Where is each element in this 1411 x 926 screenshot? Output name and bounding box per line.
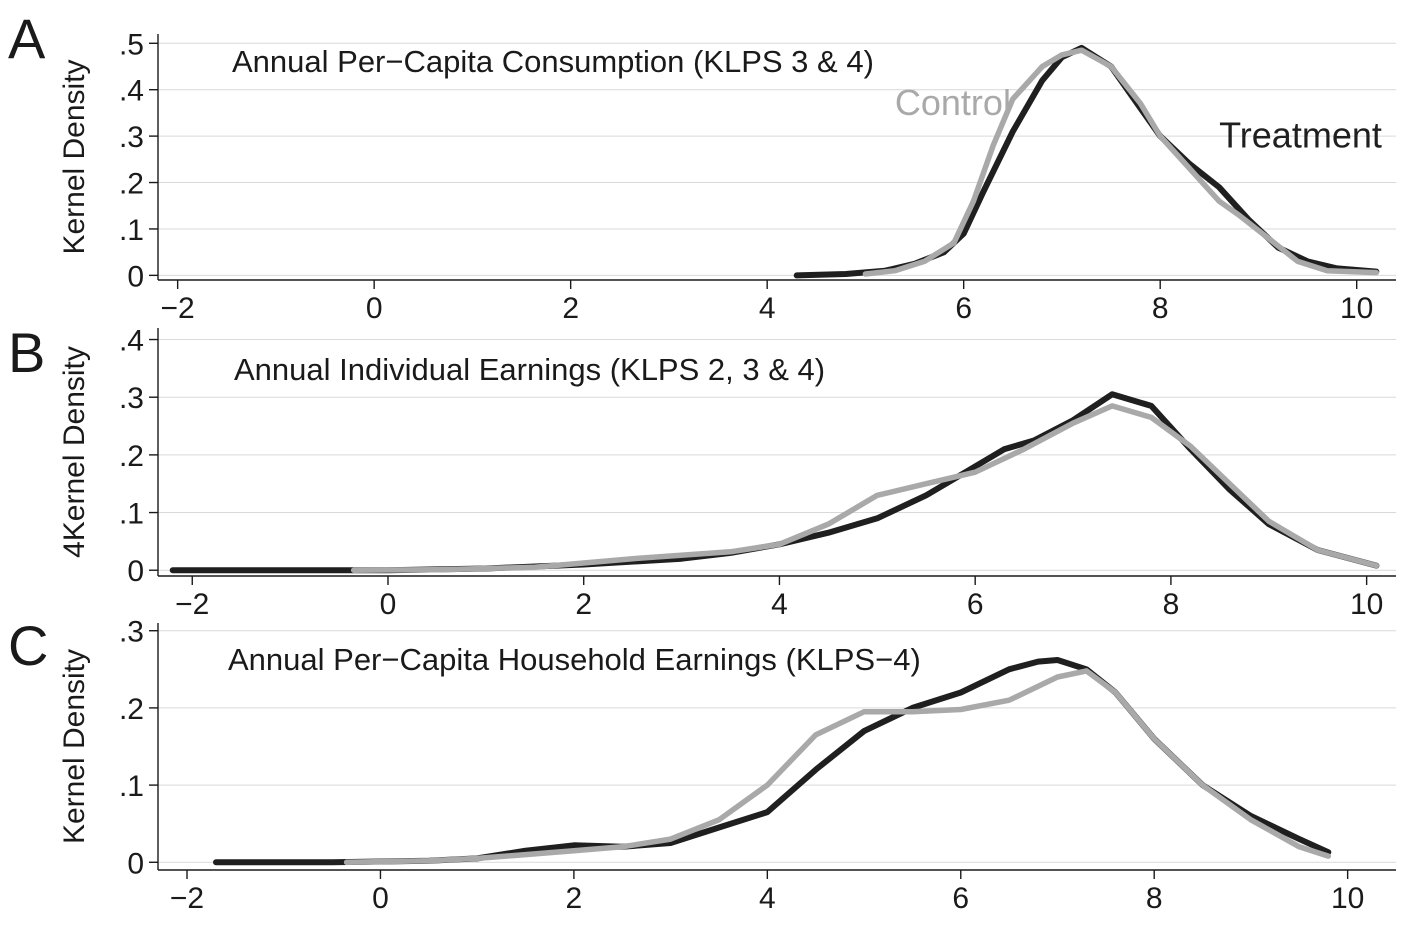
control-line — [350, 403, 1380, 573]
treatment-label: Treatment — [1219, 115, 1382, 156]
y-tick-label: .1 — [119, 498, 144, 531]
x-tick-label: 10 — [1350, 588, 1383, 621]
x-tick-label: 6 — [967, 588, 984, 621]
y-tick-label: .4 — [119, 325, 144, 358]
y-axis-label: Kernel Density — [58, 59, 91, 254]
panel-title: Annual Individual Earnings (KLPS 2, 3 & … — [234, 352, 825, 387]
x-tick-label: −2 — [175, 588, 209, 621]
x-tick-label: 0 — [366, 292, 383, 325]
control-line — [343, 668, 1332, 866]
y-tick-label: .1 — [119, 214, 144, 247]
panel-b: 0 .1 .2 .3 .4 −2 0 2 4 6 8 10 4Kernel Density B Annual… — [8, 321, 1396, 621]
y-tick-label: .2 — [119, 693, 144, 726]
y-tick-label: 0 — [127, 847, 144, 880]
y-tick-label: .2 — [119, 440, 144, 473]
x-tick-label: 0 — [372, 882, 389, 915]
panel-letter: A — [8, 7, 46, 70]
control-label: Control — [895, 82, 1011, 123]
x-tick-label: 8 — [1152, 292, 1169, 325]
x-tick-label: 4 — [759, 882, 776, 915]
y-tick-label: 0 — [127, 260, 144, 293]
y-tick-label: .3 — [119, 382, 144, 415]
panel-title: Annual Per−Capita Consumption (KLPS 3 & … — [232, 44, 874, 79]
panel-title: Annual Per−Capita Household Earnings (KL… — [228, 642, 921, 677]
x-tick-label: 6 — [952, 882, 969, 915]
x-tick-label: 8 — [1163, 588, 1180, 621]
x-tick-label: 0 — [380, 588, 397, 621]
panel-letter: B — [8, 321, 45, 384]
x-tick-label: 10 — [1340, 292, 1373, 325]
y-tick-label: .3 — [119, 121, 144, 154]
x-tick-label: −2 — [161, 292, 195, 325]
treatment-line — [793, 44, 1380, 279]
x-tick-label: 2 — [575, 588, 592, 621]
x-tick-label: 6 — [955, 292, 972, 325]
x-tick-label: 10 — [1331, 882, 1364, 915]
y-axis-label: 4Kernel Density — [58, 346, 91, 558]
x-tick-label: 8 — [1146, 882, 1163, 915]
y-axis-label: Kernel Density — [58, 649, 91, 844]
y-tick-label: .4 — [119, 75, 144, 108]
treatment-line — [213, 657, 1332, 866]
y-tick-label: .1 — [119, 770, 144, 803]
x-tick-label: 4 — [771, 588, 788, 621]
panel-c: 0 .1 .2 .3 −2 0 2 4 6 8 10 Kernel Density C Annual Pe… — [8, 614, 1396, 915]
y-tick-label: .5 — [119, 28, 144, 61]
x-tick-label: −2 — [170, 882, 204, 915]
x-tick-label: 4 — [759, 292, 776, 325]
x-tick-label: 2 — [566, 882, 583, 915]
x-tick-label: 2 — [562, 292, 579, 325]
y-tick-label: .2 — [119, 168, 144, 201]
panel-a: 0 .1 .2 .3 .4 .5 −2 0 2 4 6 8 10 Kernel Density A Annua… — [8, 7, 1396, 325]
y-tick-label: 0 — [127, 555, 144, 588]
y-tick-label: .3 — [119, 616, 144, 649]
panel-letter: C — [8, 614, 48, 677]
control-line — [862, 47, 1380, 277]
